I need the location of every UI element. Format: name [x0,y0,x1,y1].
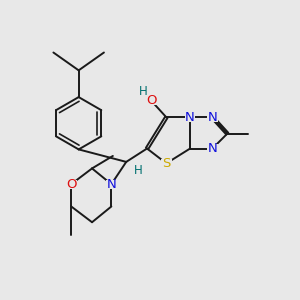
FancyBboxPatch shape [185,113,196,122]
Text: H: H [134,164,142,177]
FancyBboxPatch shape [138,87,149,96]
FancyBboxPatch shape [207,113,218,122]
Text: N: N [208,142,217,155]
FancyBboxPatch shape [133,166,143,175]
Text: N: N [185,111,195,124]
Text: N: N [208,111,217,124]
Text: O: O [146,94,157,107]
Text: N: N [106,178,116,191]
FancyBboxPatch shape [146,97,157,105]
FancyBboxPatch shape [66,180,76,189]
Text: O: O [66,178,76,191]
Text: H: H [139,85,148,98]
Text: S: S [162,157,170,170]
FancyBboxPatch shape [207,144,218,153]
FancyBboxPatch shape [161,159,172,168]
FancyBboxPatch shape [106,180,117,189]
